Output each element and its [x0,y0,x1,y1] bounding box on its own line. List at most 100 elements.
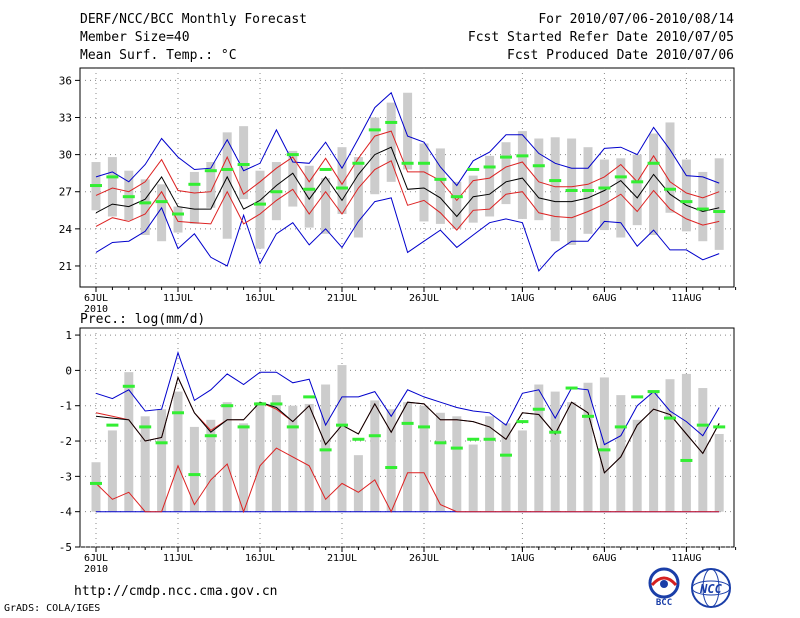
p1-median-mark [122,195,135,199]
p2-member-box [583,382,593,512]
p2-member-box [517,430,527,512]
p2-median-mark [122,384,135,388]
p1-outer-low-line [95,197,720,272]
p2-median-mark [549,430,562,434]
p1-frame [79,67,735,288]
chart-title: DERF/NCC/BCC Monthly Forecast [80,12,307,27]
p2-median-mark [467,437,480,441]
p2-member-box [124,372,134,512]
p2-member-box [239,423,249,512]
p1-member-box [321,178,331,234]
p1-member-box [714,158,724,250]
p1-member-box [517,131,527,219]
footer-url[interactable]: http://cmdp.ncc.cma.gov.cn [74,584,278,599]
p1-member-box [550,137,560,242]
p2-member-box [632,419,642,512]
p2-member-box [321,384,331,512]
p1-x-tick-label: 6JUL [84,293,108,304]
ncc-logo-text: NCC [699,582,722,596]
p1-median-mark [237,163,250,167]
ncc-logo: NCC [688,567,734,609]
p2-member-box [353,455,363,512]
p2-member-box [485,416,495,512]
p2-median-mark [221,404,234,408]
p1-member-box [534,138,544,221]
p1-member-box [370,117,380,195]
p2-member-box [714,433,724,512]
p2-member-box [206,419,216,512]
p2-x-tick-label: 6JUL [84,553,108,564]
p1-member-box [222,132,232,239]
p2-member-box [271,395,281,512]
p2-member-box [665,379,675,512]
p2-x-tick-label: 11AUG [671,553,701,564]
p2-median-mark [516,420,529,424]
p2-member-box [649,391,659,512]
p1-median-mark [516,154,529,158]
p1-median-mark [286,153,299,157]
p2-median-mark [664,416,676,420]
p2-median-mark [598,448,611,452]
p2-y-tick-label: 0 [65,364,72,377]
p1-x-tick-label: 16JUL [245,293,275,304]
p1-y-tick-label: 36 [59,74,72,87]
p2-y-tick-label: -2 [59,435,72,448]
p1-median-mark [713,210,726,214]
p1-year-label: 2010 [84,304,108,315]
p1-member-box [403,92,413,170]
p2-x-tick-label: 21JUL [327,553,357,564]
p1-median-mark [532,164,545,168]
p1-median-mark [565,188,578,192]
p2-median-mark [713,425,726,429]
p1-median-mark [582,188,594,192]
p2-member-box [501,423,511,512]
p2-inner-low-line [95,447,720,514]
p1-x-tick-label: 21JUL [327,293,357,304]
p1-median-mark [336,186,348,190]
p1-member-box [468,175,478,223]
p1-x-tick-label: 26JUL [409,293,439,304]
p1-median-mark [106,175,119,179]
grads-credit: GrADS: COLA/IGES [4,603,101,614]
p2-x-tick-label: 26JUL [409,553,439,564]
p1-median-mark [418,161,430,165]
p1-member-box [239,126,249,200]
p1-median-mark [696,207,709,211]
p2-member-box [386,409,396,512]
p2-median-mark [336,423,348,427]
p1-member-box [189,171,199,224]
p1-median-mark [483,165,496,169]
p2-member-box [698,388,708,512]
p1-y-tick-label: 24 [59,223,73,236]
p2-member-box [222,402,232,512]
p2-median-mark [90,481,102,485]
p2-member-box [288,405,298,512]
p2-median-mark [647,390,660,394]
p1-median-mark [368,128,381,132]
p1-member-box [255,170,265,249]
p1-median-mark [319,167,332,171]
p2-member-box [567,402,577,512]
p2-median-mark [106,423,119,427]
p1-median-mark [549,179,562,183]
p2-x-tick-label: 6AUG [592,553,616,564]
p1-median-mark [221,167,234,171]
p2-member-box [173,391,183,512]
member-size: Member Size=40 [80,30,190,45]
p2-median-mark [418,425,430,429]
bcc-logo-text: BCC [656,598,672,607]
p1-member-box [304,165,314,228]
p1-member-box [649,133,659,236]
p2-member-box [534,384,544,512]
bcc-logo-icon: BCC [648,567,680,608]
p1-member-box [632,154,642,226]
p2-median-mark [582,414,594,418]
p1-median-mark [90,184,102,188]
ncc-logo-icon: NCC [691,568,731,608]
p1-median-mark [647,161,660,165]
p2-x-tick-label: 1AUG [510,553,534,564]
p2-member-box [435,412,445,512]
p2-member-box [403,402,413,512]
p1-x-tick-label: 11JUL [163,293,193,304]
p1-median-mark [270,190,283,194]
